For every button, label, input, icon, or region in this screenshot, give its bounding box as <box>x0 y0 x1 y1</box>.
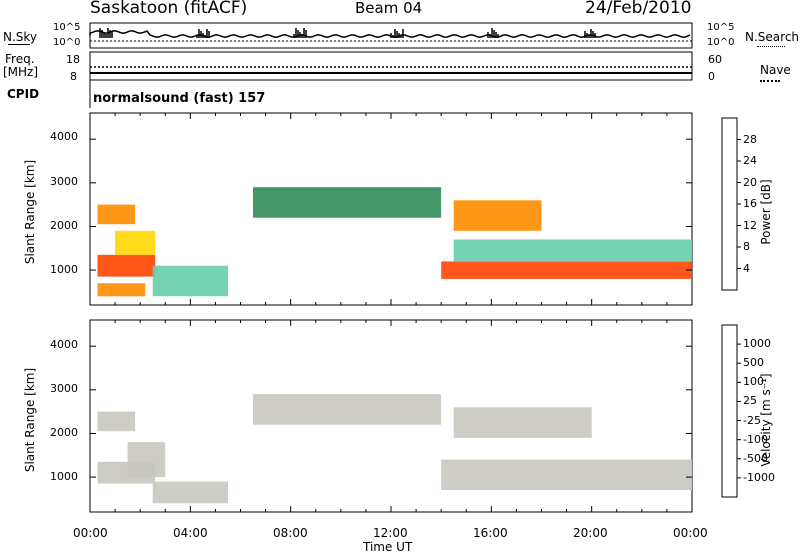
velocity-colorbar-tick-label: 25 <box>743 394 757 408</box>
x-tick-label: 04:00 <box>173 526 208 540</box>
nave-tick-bottom: 0 <box>708 70 715 83</box>
velocity-region <box>152 481 228 504</box>
velocity-colorbar-tick-label: -25 <box>743 413 761 427</box>
velocity-ytick: 3000 <box>50 382 78 395</box>
nave-label: Nave <box>760 63 791 77</box>
power-colorbar-tick-label: 24 <box>743 154 757 167</box>
velocity-colorbar-tick-label: 500 <box>743 356 764 370</box>
x-tick-label: 08:00 <box>273 526 308 540</box>
nsky-label: N.Sky <box>3 30 38 44</box>
power-colorbar-tick-label: 4 <box>743 261 750 275</box>
nsky-trace <box>89 30 691 38</box>
power-ytick: 3000 <box>50 175 78 188</box>
power-region <box>115 230 156 255</box>
power-region <box>97 254 156 277</box>
beam-title: Beam 04 <box>355 0 423 17</box>
velocity-colorbar-tick-label: -500 <box>743 451 768 465</box>
velocity-colorbar-tick-label: 1000 <box>743 337 771 351</box>
power-colorbar-tick-label: 28 <box>743 132 757 146</box>
power-region <box>453 200 542 231</box>
velocity-colorbar-frame <box>721 324 738 498</box>
freq-tick-bottom: 8 <box>70 70 77 83</box>
freq-panel <box>89 51 693 81</box>
cpid-label: CPID <box>7 87 40 101</box>
velocity-colorbar-tick-label: 100 <box>743 375 764 389</box>
x-tick-label: 20:00 <box>573 526 608 540</box>
velocity-colorbar-tick-label: -100 <box>743 432 768 446</box>
freq-tick-top: 18 <box>66 53 80 66</box>
freq-unit: [MHz] <box>3 65 39 79</box>
nave-tick-top: 60 <box>708 53 722 66</box>
power-region <box>97 204 136 225</box>
x-tick-label: 12:00 <box>373 526 408 540</box>
power-region <box>152 265 228 297</box>
nsky-tick-bottom: 10^0 <box>53 37 81 48</box>
velocity-region <box>253 394 442 425</box>
nsearch-tick-bottom: 10^0 <box>707 37 735 48</box>
nsearch-label: N.Search <box>745 30 800 44</box>
power-colorbar-tick-label: 20 <box>743 175 757 189</box>
site-title: Saskatoon (fitACF) <box>90 0 248 18</box>
power-ytick: 1000 <box>50 263 78 276</box>
power-region <box>97 283 146 297</box>
x-tick-label: 00:00 <box>73 526 108 540</box>
nsky-label-underline <box>8 44 30 45</box>
power-colorbar-frame <box>721 117 738 291</box>
x-tick-label: 16:00 <box>473 526 508 540</box>
velocity-region <box>453 407 592 438</box>
power-region <box>441 261 692 279</box>
x-tick-label: 00:00 <box>673 526 708 540</box>
nsearch-tick-top: 10^5 <box>707 22 735 33</box>
velocity-colorbar-tick-label: -1000 <box>743 470 775 484</box>
nsearch-legend-dots <box>757 46 785 47</box>
power-colorbar-tick-label: 16 <box>743 197 757 210</box>
velocity-ytick: 2000 <box>50 426 78 439</box>
x-axis-label: Time UT <box>363 540 413 554</box>
power-region <box>253 187 442 218</box>
velocity-region <box>441 459 692 491</box>
freq-label: Freq. <box>5 52 35 66</box>
velocity-ytick: 1000 <box>50 470 78 483</box>
cpid-value: normalsound (fast) 157 <box>93 91 266 106</box>
power-colorbar-tick-label: 12 <box>743 218 757 232</box>
power-ytick: 2000 <box>50 219 78 232</box>
nsky-tick-top: 10^5 <box>53 22 81 33</box>
power-colorbar-tick-label: 8 <box>743 240 750 253</box>
velocity-region <box>97 411 136 432</box>
power-ytick: 4000 <box>50 130 78 143</box>
date-title: 24/Feb/2010 <box>585 0 692 18</box>
velocity-ytick: 4000 <box>50 338 78 351</box>
power-region <box>453 239 692 262</box>
nave-legend-dots <box>760 80 780 82</box>
velocity-region <box>127 442 166 478</box>
